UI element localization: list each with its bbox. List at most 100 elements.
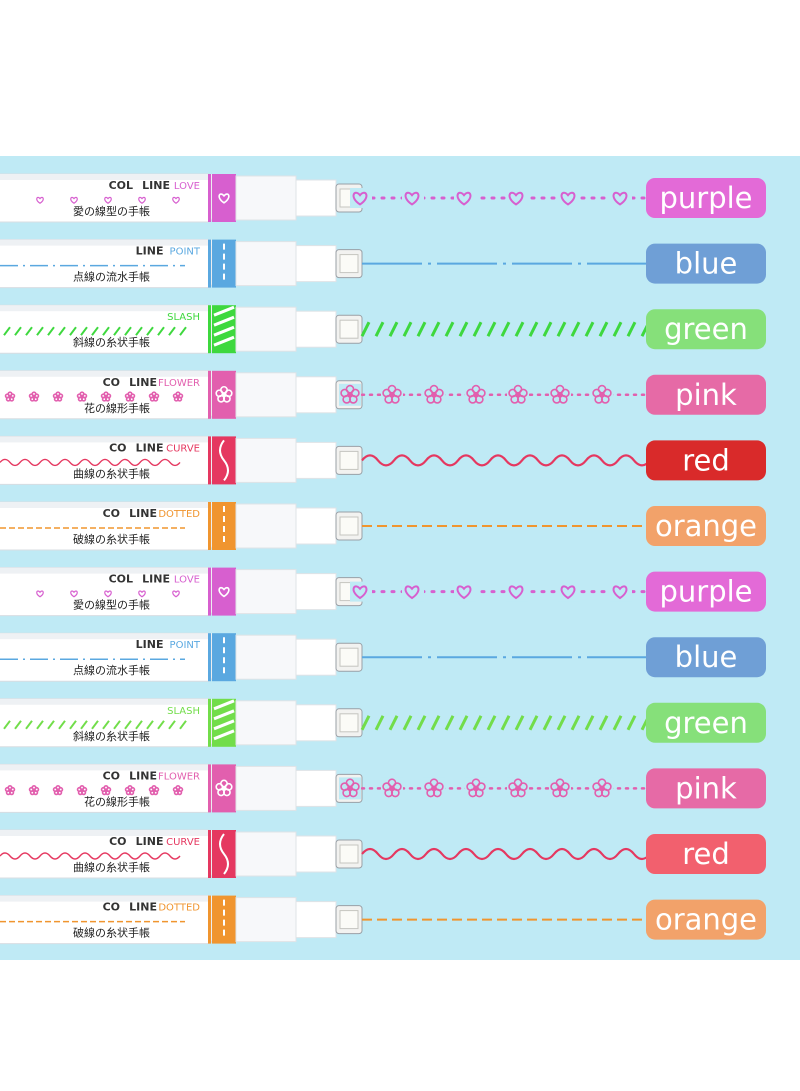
drawn-slash-mark: [500, 321, 511, 337]
barrel-slash-mark: [58, 720, 66, 730]
drawn-slash-mark: [402, 321, 413, 337]
barrel-cjk-text: 曲線の糸状手帳: [73, 860, 150, 874]
flower-petal: [148, 786, 154, 793]
barrel-cjk-text: 破線の糸状手帳: [73, 926, 150, 940]
flower-petal: [550, 782, 560, 792]
band-edge: [208, 764, 211, 813]
color-label-pill: [646, 637, 766, 678]
barrel-slash-mark: [3, 326, 11, 336]
flower-center: [33, 395, 35, 398]
band-edge: [208, 698, 211, 747]
pen-grip: [235, 765, 297, 811]
drawn-heart-icon: [612, 191, 628, 206]
barrel-highlight: [0, 830, 212, 836]
pen-row: SLASH 斜線の糸状手帳 green: [0, 698, 766, 748]
flower-center: [348, 392, 352, 397]
band-wave-icon: [219, 439, 229, 482]
barrel-slash-mark: [124, 720, 132, 730]
flower-center: [432, 392, 436, 397]
barrel-slash-mark: [14, 720, 22, 730]
flower-petal: [100, 393, 106, 399]
drawn-slash-mark: [360, 321, 371, 337]
drawn-slash-mark: [458, 321, 469, 337]
color-label-text: green: [664, 706, 748, 740]
drawn-heart-icon: [612, 585, 628, 600]
flower-center: [516, 392, 520, 397]
pen-cone: [295, 310, 337, 348]
barrel-slash-mark: [102, 326, 110, 336]
barrel-type-text: SLASH: [167, 706, 200, 717]
barrel-line-text: LINE: [142, 573, 170, 586]
barrel-type-text: LOVE: [174, 181, 200, 192]
drawn-slash-mark: [626, 321, 637, 337]
color-label-pill: [646, 374, 766, 415]
barrel-highlight: [0, 764, 212, 771]
drawn-slash-mark: [472, 321, 483, 337]
pen-grip: [235, 175, 297, 221]
barrel-heart-mark: [172, 590, 180, 598]
band-edge: [208, 895, 211, 944]
barrel-highlight: [0, 567, 212, 574]
flower-petal: [508, 782, 518, 792]
drawn-heart-icon: [352, 585, 368, 600]
flower-center: [222, 393, 226, 397]
barrel-slash-mark: [47, 326, 55, 336]
band-slash-icon: [213, 335, 235, 347]
flower-center: [105, 395, 107, 398]
drawn-slash-mark: [374, 715, 385, 731]
color-label-text: green: [664, 312, 748, 346]
barrel-slash-mark: [58, 326, 66, 336]
band-slash-icon: [213, 729, 235, 741]
band-slash-icon: [213, 315, 235, 327]
barrel-line-text: LINE: [129, 507, 157, 520]
flower-center: [516, 786, 520, 791]
drawn-heart-icon: [560, 191, 576, 206]
barrel-line-text: LINE: [136, 638, 164, 651]
drawn-slash-mark: [444, 715, 455, 731]
drawn-heart-icon: [404, 585, 420, 600]
band-edge: [208, 370, 211, 419]
band-edge: [208, 305, 211, 354]
flower-center: [474, 392, 478, 397]
drawn-slash-mark: [556, 321, 567, 337]
barrel-type-text: DOTTED: [158, 903, 200, 914]
drawn-slash-mark: [416, 321, 427, 337]
flower-petal: [592, 388, 602, 398]
flower-petal: [124, 786, 130, 793]
barrel-cjk-text: 点線の流水手帳: [73, 270, 150, 284]
flower-petal: [52, 786, 58, 793]
flower-petal: [592, 782, 602, 792]
flower-center: [9, 789, 11, 792]
roller-wheel: [339, 450, 359, 470]
barrel-cjk-text: 破線の糸状手帳: [73, 532, 150, 546]
barrel-cjk-text: 愛の線型の手帳: [73, 598, 150, 612]
flower-petal: [172, 393, 178, 399]
pen-grip: [235, 437, 297, 483]
barrel-slash-mark: [47, 720, 55, 730]
flower-center: [153, 395, 155, 398]
pen-grip: [235, 306, 297, 352]
drawn-slash-mark: [570, 715, 581, 731]
drawn-heart-icon: [456, 585, 472, 600]
barrel-highlight: [0, 305, 212, 312]
band-heart-icon: [218, 193, 230, 204]
barrel-highlight: [0, 174, 212, 180]
flower-center: [129, 789, 131, 792]
barrel-line-text: LINE: [136, 441, 164, 454]
flower-petal: [76, 786, 82, 793]
barrel-cjk-text: 花の線形手帳: [84, 401, 150, 415]
flower-center: [558, 392, 562, 397]
flower-petal: [215, 389, 224, 398]
color-label-pill: [646, 834, 766, 874]
barrel-slash-mark: [69, 720, 77, 730]
flower-petal: [215, 782, 224, 791]
flower-center: [33, 789, 35, 792]
band-slash-icon: [213, 719, 235, 731]
roller-wheel: [339, 910, 359, 930]
drawn-slash-mark: [542, 321, 553, 337]
barrel-slash-mark: [14, 326, 22, 336]
blue-backdrop: [0, 156, 800, 960]
